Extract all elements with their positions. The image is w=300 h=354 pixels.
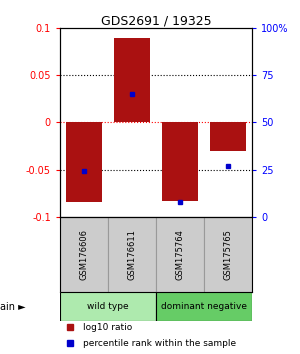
Bar [60,292,156,321]
Title: GDS2691 / 19325: GDS2691 / 19325 [101,14,211,27]
Text: log10 ratio: log10 ratio [83,322,132,332]
Bar [156,292,252,321]
Bar [114,38,150,122]
Text: GSM175764: GSM175764 [176,229,184,280]
Bar [108,217,156,292]
Text: dominant negative: dominant negative [161,302,247,311]
Text: wild type: wild type [87,302,129,311]
Text: GSM175765: GSM175765 [224,229,232,280]
Bar [162,122,198,201]
Bar [210,122,246,151]
Text: percentile rank within the sample: percentile rank within the sample [83,339,236,348]
Bar [204,217,252,292]
Bar [66,122,102,202]
Text: GSM176611: GSM176611 [128,229,136,280]
Bar [156,217,204,292]
Text: strain ►: strain ► [0,302,26,312]
Text: GSM176606: GSM176606 [80,229,88,280]
Bar [60,217,108,292]
